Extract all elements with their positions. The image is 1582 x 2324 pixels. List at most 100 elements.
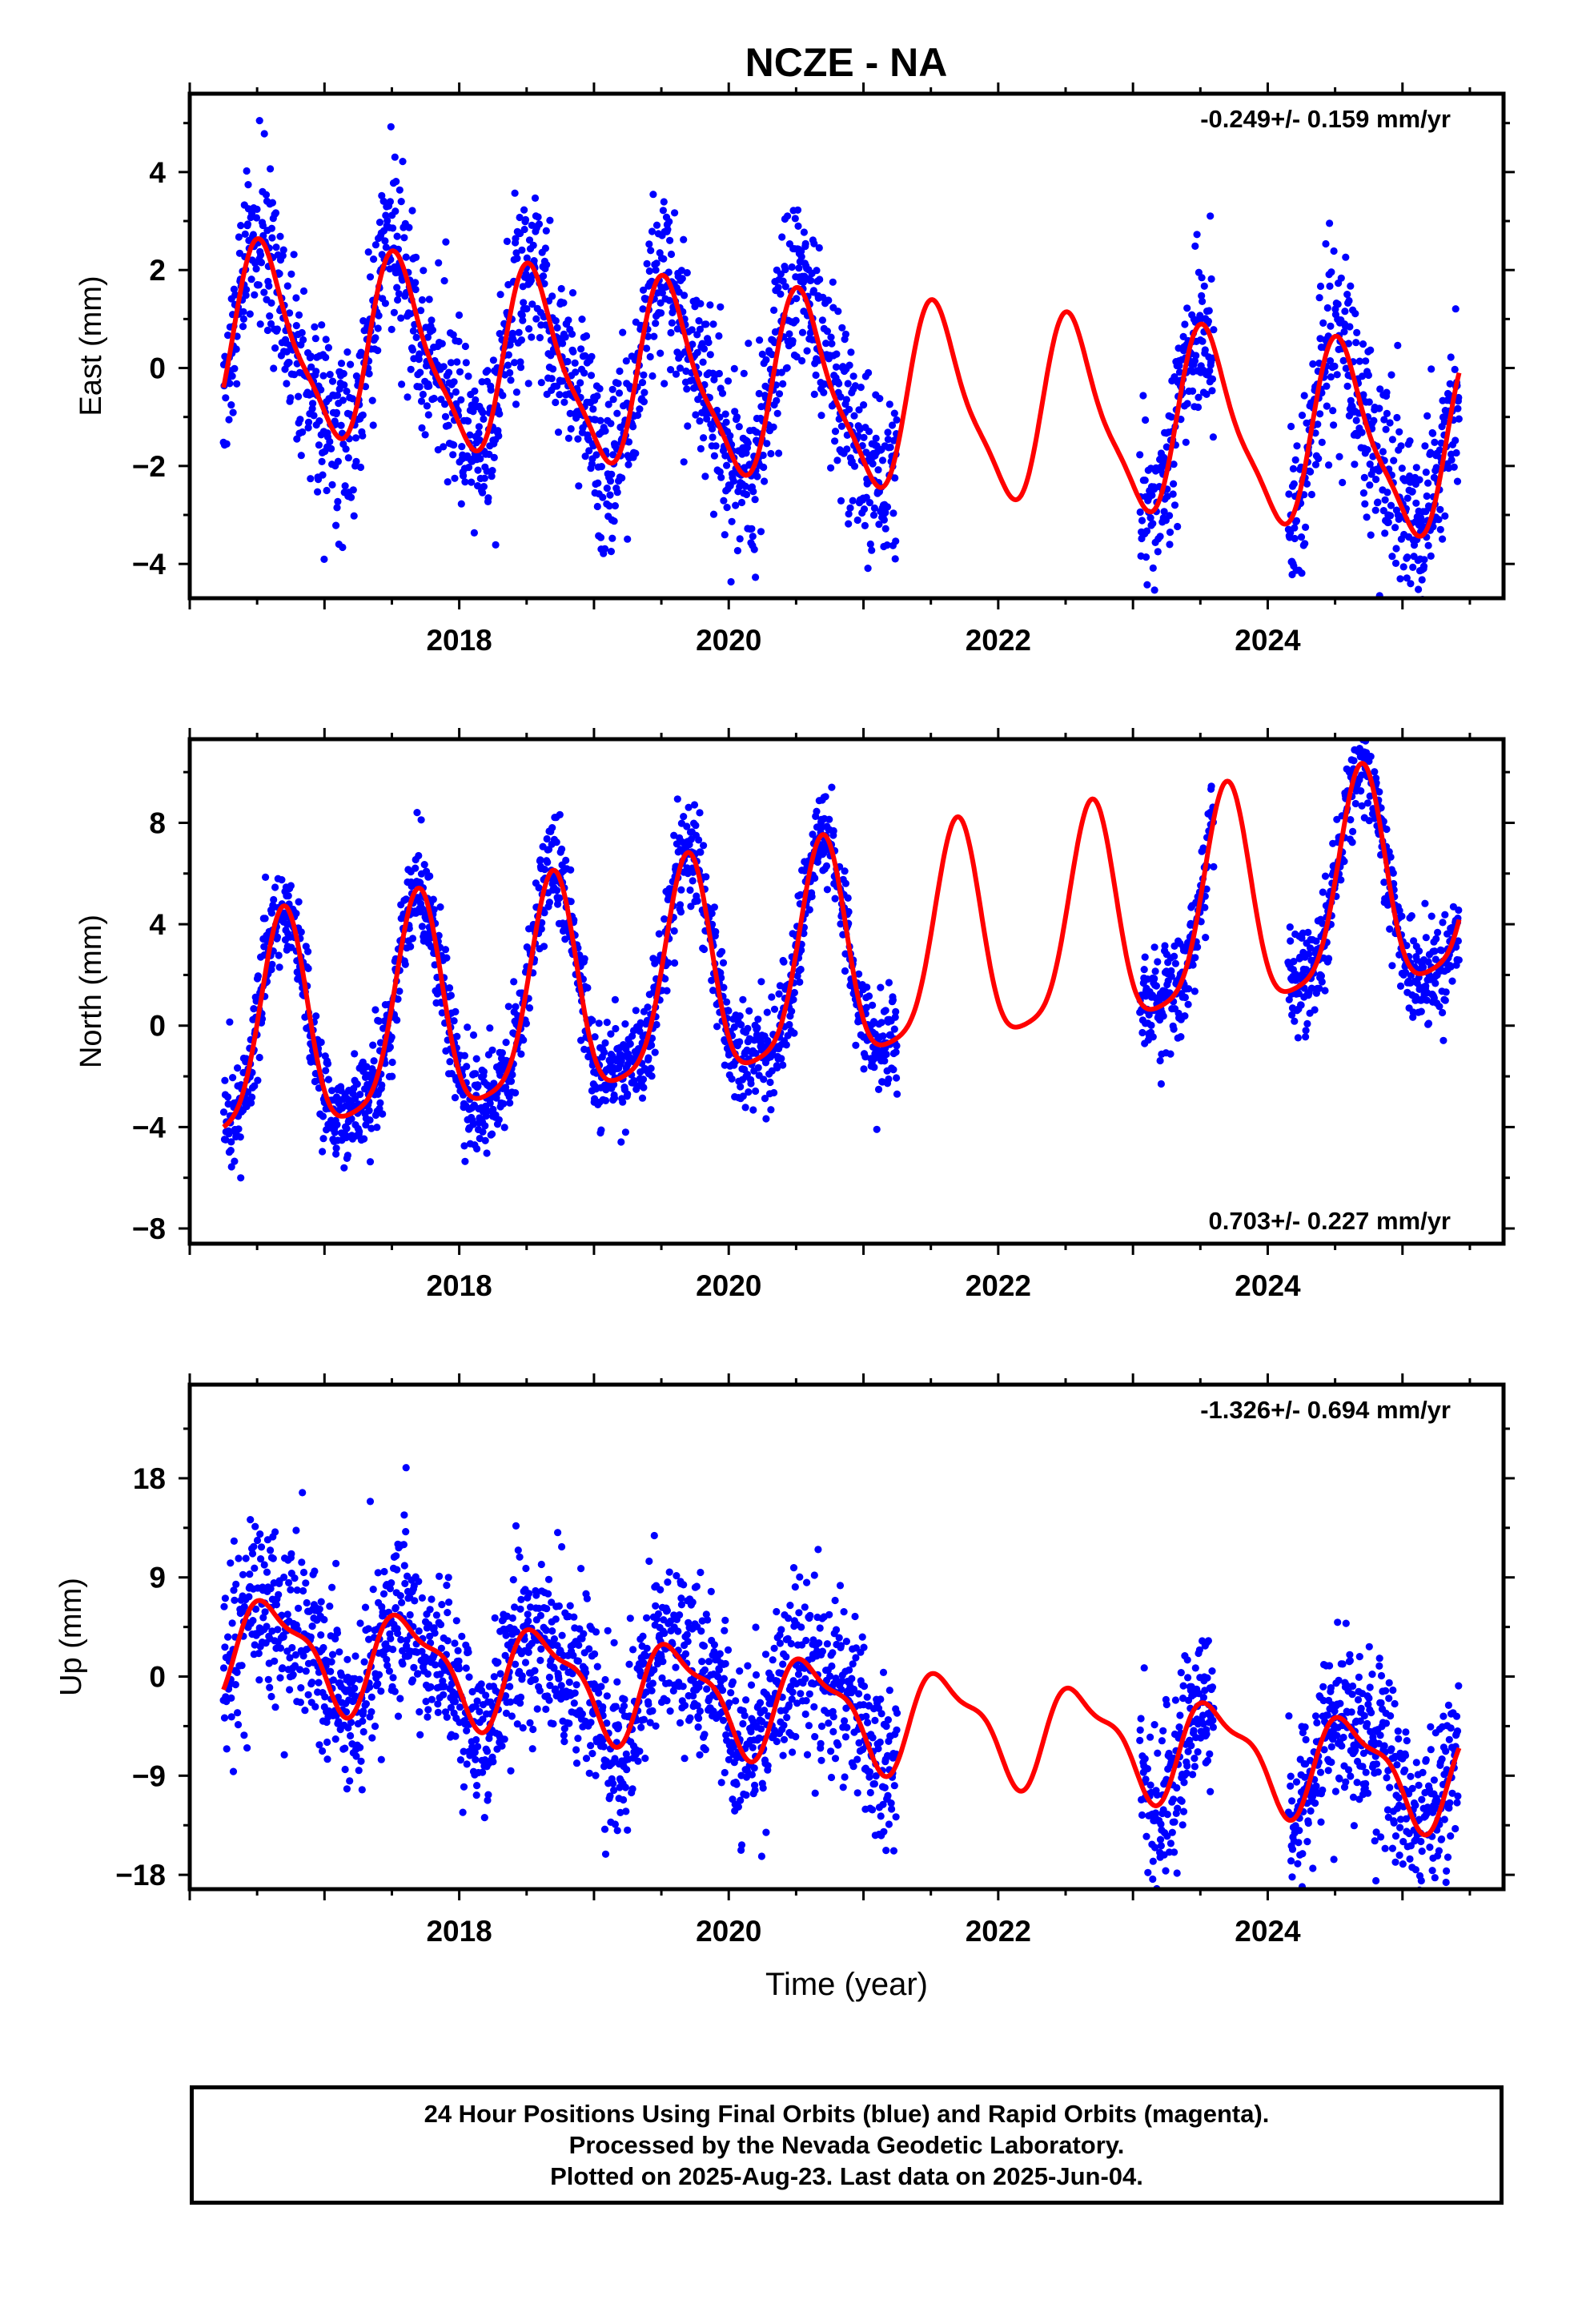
data-point [397, 314, 405, 322]
data-point [402, 1528, 410, 1536]
data-point [347, 493, 355, 501]
data-point [512, 1003, 520, 1011]
data-point [767, 449, 775, 458]
data-point [412, 279, 420, 287]
data-point [520, 206, 528, 214]
data-point [447, 359, 456, 367]
data-point [499, 392, 507, 400]
data-point [597, 1126, 605, 1134]
data-point [1401, 968, 1410, 976]
data-point [461, 342, 470, 351]
data-point [540, 909, 548, 917]
data-point [548, 824, 556, 832]
data-point [1181, 1012, 1189, 1020]
data-point [766, 1078, 774, 1087]
data-point [1403, 553, 1411, 561]
data-point [328, 1651, 337, 1659]
data-point [676, 364, 685, 372]
data-point [1337, 274, 1345, 282]
data-point [1312, 937, 1320, 945]
data-point [596, 533, 605, 541]
data-point [618, 474, 626, 482]
data-point [229, 1074, 237, 1082]
data-point [585, 447, 593, 455]
data-point [823, 328, 831, 336]
data-point [397, 1635, 405, 1644]
data-point [1208, 387, 1216, 395]
data-point [1351, 310, 1359, 318]
data-point [480, 415, 488, 424]
model-curve [221, 236, 1462, 539]
data-point [1452, 448, 1460, 457]
data-point [1366, 460, 1374, 468]
data-point [394, 1629, 402, 1638]
data-point [1424, 541, 1432, 549]
data-point [435, 259, 443, 267]
data-point [660, 255, 668, 263]
data-point [645, 240, 653, 248]
data-point [488, 467, 496, 475]
data-point [1157, 1080, 1165, 1088]
data-point [710, 903, 719, 911]
data-point [418, 904, 426, 912]
data-point [452, 388, 460, 396]
data-point [279, 1664, 287, 1672]
data-point [1339, 478, 1347, 487]
data-point [275, 1590, 283, 1598]
data-point [315, 417, 323, 425]
data-point [1439, 919, 1447, 927]
data-point [678, 275, 686, 283]
data-point [288, 1643, 296, 1652]
data-point [1431, 947, 1439, 955]
data-point [1350, 757, 1358, 765]
data-point [687, 903, 695, 911]
data-point [1314, 420, 1322, 428]
data-point [777, 1055, 785, 1063]
data-point [680, 458, 688, 466]
data-point [292, 910, 300, 918]
data-point [758, 350, 766, 358]
data-point [1162, 443, 1170, 451]
data-point [1371, 506, 1379, 514]
data-point [284, 892, 292, 900]
data-point [248, 1550, 257, 1558]
data-point [367, 1708, 375, 1716]
data-point [444, 478, 452, 486]
data-point [1421, 899, 1429, 907]
data-point [661, 380, 669, 388]
data-point [553, 324, 561, 332]
data-point [374, 324, 382, 332]
data-point [535, 884, 543, 892]
data-point [1311, 460, 1320, 468]
data-point [749, 533, 757, 541]
data-point [255, 1676, 263, 1684]
data-point [246, 310, 254, 318]
data-point [828, 783, 836, 791]
data-point [1309, 360, 1317, 368]
data-point [1347, 816, 1355, 824]
data-point [756, 336, 764, 344]
data-point [227, 1694, 235, 1702]
data-point [759, 451, 767, 460]
data-point [1192, 352, 1200, 360]
data-point [797, 891, 805, 899]
data-point [387, 1579, 396, 1587]
data-point [732, 501, 740, 509]
data-point [601, 427, 609, 435]
data-point [447, 991, 456, 999]
data-point [1359, 372, 1367, 380]
data-point [299, 1489, 307, 1497]
data-point [648, 1072, 656, 1080]
data-point [424, 333, 432, 341]
data-point [457, 396, 465, 404]
data-point [831, 895, 839, 903]
data-point [441, 400, 449, 408]
data-point [768, 351, 776, 359]
data-point [322, 353, 330, 361]
data-point [540, 272, 548, 280]
data-point [801, 239, 809, 247]
data-point [333, 504, 341, 512]
data-point [363, 1063, 371, 1071]
data-point [249, 231, 257, 239]
data-point [304, 964, 312, 972]
